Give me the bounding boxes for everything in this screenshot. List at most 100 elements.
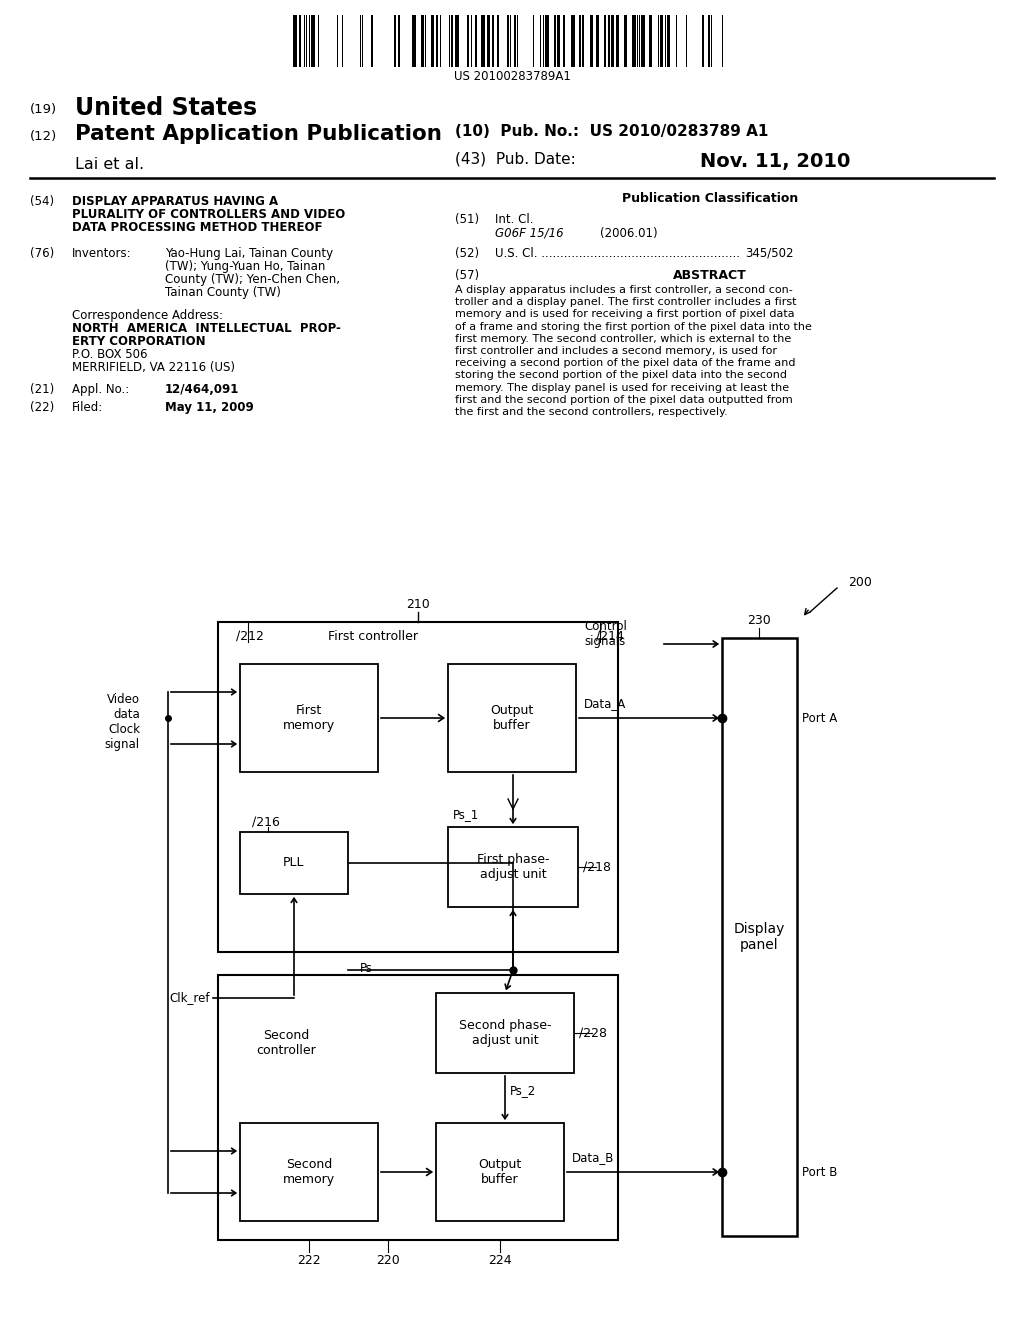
Text: of a frame and storing the first portion of the pixel data into the: of a frame and storing the first portion… xyxy=(455,322,812,331)
Text: 222: 222 xyxy=(297,1254,321,1266)
Bar xyxy=(545,15,549,67)
Bar xyxy=(579,15,581,67)
Text: G06F 15/16: G06F 15/16 xyxy=(495,227,563,240)
Text: Ps: Ps xyxy=(360,961,373,974)
Text: (52): (52) xyxy=(455,247,479,260)
Text: (2006.01): (2006.01) xyxy=(600,227,657,240)
Text: U.S. Cl. .....................................................: U.S. Cl. ...............................… xyxy=(495,247,740,260)
Text: 220: 220 xyxy=(376,1254,400,1266)
Bar xyxy=(451,15,453,67)
Text: Filed:: Filed: xyxy=(72,401,103,414)
Text: Control
signals: Control signals xyxy=(584,620,627,648)
Bar xyxy=(702,15,705,67)
Text: (54): (54) xyxy=(30,195,54,209)
Text: ∕216: ∕216 xyxy=(252,816,280,829)
Text: A display apparatus includes a first controller, a second con-: A display apparatus includes a first con… xyxy=(455,285,793,294)
Text: 224: 224 xyxy=(488,1254,512,1266)
Text: Nov. 11, 2010: Nov. 11, 2010 xyxy=(699,152,850,172)
Bar xyxy=(608,15,610,67)
Text: PLL: PLL xyxy=(284,857,305,870)
Text: US 20100283789A1: US 20100283789A1 xyxy=(454,70,570,82)
Text: P.O. BOX 506: P.O. BOX 506 xyxy=(72,348,147,360)
Bar xyxy=(590,15,593,67)
Bar xyxy=(557,15,560,67)
Text: DATA PROCESSING METHOD THEREOF: DATA PROCESSING METHOD THEREOF xyxy=(72,220,323,234)
Text: (19): (19) xyxy=(30,103,57,116)
Text: Video
data
Clock
signal: Video data Clock signal xyxy=(104,693,140,751)
Bar xyxy=(449,664,575,772)
Text: (43)  Pub. Date:: (43) Pub. Date: xyxy=(455,152,575,168)
Text: receiving a second portion of the pixel data of the frame and: receiving a second portion of the pixel … xyxy=(455,358,796,368)
Text: (12): (12) xyxy=(30,129,57,143)
Text: ABSTRACT: ABSTRACT xyxy=(673,269,746,282)
Text: (57): (57) xyxy=(455,269,479,282)
Text: first memory. The second controller, which is external to the: first memory. The second controller, whi… xyxy=(455,334,792,343)
Text: (TW); Yung-Yuan Ho, Tainan: (TW); Yung-Yuan Ho, Tainan xyxy=(165,260,326,273)
Text: 345/502: 345/502 xyxy=(745,247,794,260)
Text: First controller: First controller xyxy=(328,630,418,643)
Text: storing the second portion of the pixel data into the second: storing the second portion of the pixel … xyxy=(455,371,787,380)
Text: Ps_2: Ps_2 xyxy=(510,1085,537,1097)
Text: memory and is used for receiving a first portion of pixel data: memory and is used for receiving a first… xyxy=(455,309,795,319)
Text: Second
memory: Second memory xyxy=(283,1158,335,1185)
Text: Data_B: Data_B xyxy=(572,1151,614,1164)
Bar xyxy=(507,15,509,67)
Text: (10)  Pub. No.:  US 2010/0283789 A1: (10) Pub. No.: US 2010/0283789 A1 xyxy=(455,124,768,139)
Text: 210: 210 xyxy=(407,598,430,610)
Bar xyxy=(293,15,297,67)
Bar xyxy=(649,15,652,67)
Bar xyxy=(563,15,565,67)
Bar xyxy=(455,15,459,67)
Bar xyxy=(421,15,424,67)
Bar xyxy=(412,15,416,67)
Bar xyxy=(240,832,348,894)
Bar xyxy=(240,664,378,772)
Bar xyxy=(449,828,578,907)
Text: Port A: Port A xyxy=(802,711,838,725)
Text: Patent Application Publication: Patent Application Publication xyxy=(75,124,442,144)
Text: Inventors:: Inventors: xyxy=(72,247,132,260)
Text: First phase-
adjust unit: First phase- adjust unit xyxy=(477,853,549,880)
Bar xyxy=(660,15,663,67)
Bar xyxy=(492,15,494,67)
Text: first and the second portion of the pixel data outputted from: first and the second portion of the pixe… xyxy=(455,395,793,405)
Text: Data_A: Data_A xyxy=(584,697,627,710)
Bar xyxy=(436,1123,564,1221)
Bar xyxy=(497,15,499,67)
Text: ∕214: ∕214 xyxy=(596,630,624,643)
Text: memory. The display panel is used for receiving at least the: memory. The display panel is used for re… xyxy=(455,383,790,392)
Text: the first and the second controllers, respectively.: the first and the second controllers, re… xyxy=(455,407,728,417)
Text: May 11, 2009: May 11, 2009 xyxy=(165,401,254,414)
Bar xyxy=(218,975,618,1239)
Text: Int. Cl.: Int. Cl. xyxy=(495,213,534,226)
Text: Publication Classification: Publication Classification xyxy=(622,191,798,205)
Bar xyxy=(431,15,434,67)
Bar xyxy=(514,15,516,67)
Text: 12/464,091: 12/464,091 xyxy=(165,383,240,396)
Text: Output
buffer: Output buffer xyxy=(490,704,534,733)
Text: (22): (22) xyxy=(30,401,54,414)
Text: (21): (21) xyxy=(30,383,54,396)
Bar xyxy=(596,15,599,67)
Bar xyxy=(475,15,477,67)
Bar xyxy=(218,622,618,952)
Bar xyxy=(240,1123,378,1221)
Bar xyxy=(616,15,618,67)
Bar xyxy=(436,15,438,67)
Text: first controller and includes a second memory, is used for: first controller and includes a second m… xyxy=(455,346,777,356)
Text: 200: 200 xyxy=(848,576,871,589)
Bar xyxy=(487,15,490,67)
Text: ∕218: ∕218 xyxy=(583,861,611,874)
Bar xyxy=(722,638,797,1236)
Bar xyxy=(467,15,469,67)
Bar xyxy=(436,993,574,1073)
Text: Ps_1: Ps_1 xyxy=(453,808,479,821)
Bar xyxy=(571,15,575,67)
Text: (76): (76) xyxy=(30,247,54,260)
Bar xyxy=(398,15,400,67)
Bar xyxy=(582,15,584,67)
Text: PLURALITY OF CONTROLLERS AND VIDEO: PLURALITY OF CONTROLLERS AND VIDEO xyxy=(72,209,345,220)
Bar xyxy=(667,15,670,67)
Text: United States: United States xyxy=(75,96,257,120)
Text: Yao-Hung Lai, Tainan County: Yao-Hung Lai, Tainan County xyxy=(165,247,333,260)
